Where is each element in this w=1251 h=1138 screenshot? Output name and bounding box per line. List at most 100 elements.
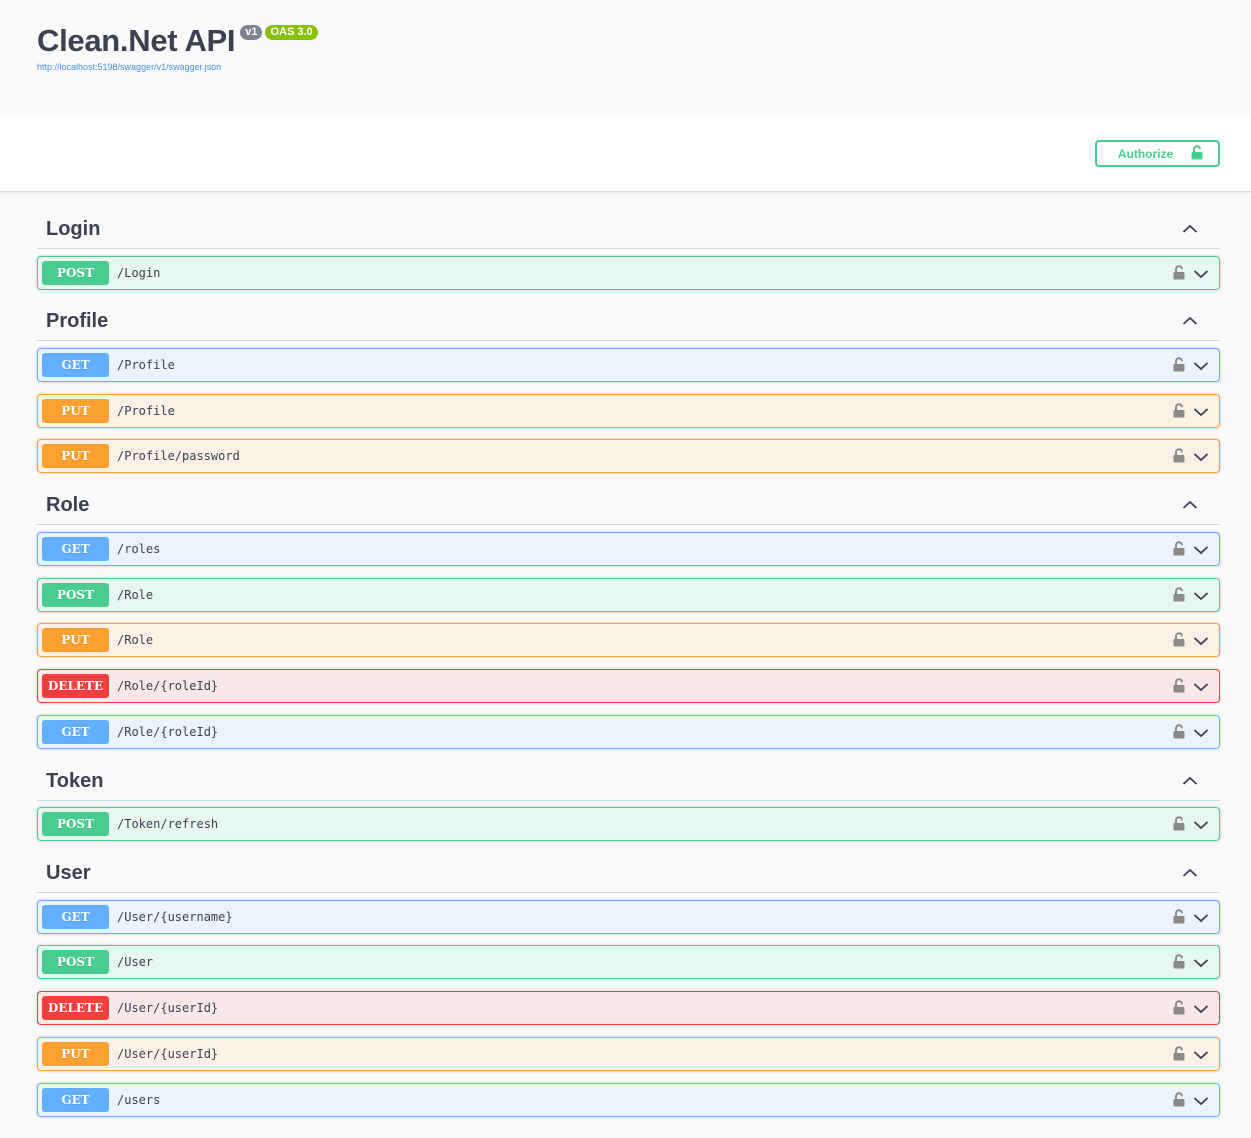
- method-badge: DELETE: [42, 674, 109, 698]
- chevron-down-icon[interactable]: [1193, 1048, 1209, 1060]
- operation-path: /Token/refresh: [117, 817, 219, 831]
- chevron-down-icon[interactable]: [1193, 450, 1209, 462]
- operation-put[interactable]: PUT/Profile/password: [37, 439, 1220, 473]
- tag-section-user[interactable]: User: [37, 855, 1220, 893]
- tag-title: Login: [46, 218, 101, 240]
- authorize-label: Authorize: [1117, 146, 1174, 161]
- tag-section-token[interactable]: Token: [37, 763, 1220, 801]
- operation-path: /Profile: [117, 404, 175, 418]
- method-badge: POST: [42, 812, 109, 836]
- tag-title: User: [46, 862, 91, 884]
- method-badge: POST: [42, 261, 109, 285]
- chevron-up-icon[interactable]: [1182, 774, 1198, 786]
- tag-section-profile[interactable]: Profile: [37, 303, 1220, 341]
- method-badge: DELETE: [42, 996, 109, 1020]
- lock-icon[interactable]: [1173, 1046, 1185, 1061]
- operation-path: /Role/{roleId}: [117, 679, 219, 693]
- operation-delete[interactable]: DELETE/Role/{roleId}: [37, 669, 1220, 703]
- chevron-up-icon[interactable]: [1182, 866, 1198, 878]
- operation-path: /User: [117, 955, 154, 969]
- lock-icon[interactable]: [1173, 632, 1185, 647]
- chevron-down-icon[interactable]: [1193, 1094, 1209, 1106]
- chevron-up-icon[interactable]: [1182, 314, 1198, 326]
- tag-section-role[interactable]: Role: [37, 487, 1220, 525]
- lock-icon[interactable]: [1173, 265, 1185, 280]
- operation-path: /roles: [117, 542, 161, 556]
- lock-icon[interactable]: [1173, 678, 1185, 693]
- lock-icon[interactable]: [1173, 724, 1185, 739]
- chevron-up-icon[interactable]: [1182, 498, 1198, 510]
- operation-path: /Role: [117, 633, 154, 647]
- version-badge: v1: [240, 25, 263, 40]
- tag-title: Profile: [46, 310, 109, 332]
- lock-icon[interactable]: [1173, 909, 1185, 924]
- method-badge: POST: [42, 950, 109, 974]
- lock-icon[interactable]: [1173, 1000, 1185, 1015]
- operation-path: /Profile/password: [117, 449, 240, 463]
- chevron-down-icon[interactable]: [1193, 1002, 1209, 1014]
- operation-delete[interactable]: DELETE/User/{userId}: [37, 991, 1220, 1025]
- method-badge: PUT: [42, 399, 109, 423]
- chevron-down-icon[interactable]: [1193, 726, 1209, 738]
- operation-get[interactable]: GET/roles: [37, 532, 1220, 566]
- method-badge: PUT: [42, 628, 109, 652]
- method-badge: PUT: [42, 1042, 109, 1066]
- operation-post[interactable]: POST/User: [37, 945, 1220, 979]
- chevron-down-icon[interactable]: [1193, 680, 1209, 692]
- operation-get[interactable]: GET/User/{username}: [37, 900, 1220, 934]
- chevron-down-icon[interactable]: [1193, 911, 1209, 923]
- lock-icon[interactable]: [1173, 587, 1185, 602]
- unlock-icon: [1191, 144, 1203, 163]
- operation-get[interactable]: GET/Profile: [37, 348, 1220, 382]
- chevron-up-icon[interactable]: [1182, 222, 1198, 234]
- operation-post[interactable]: POST/Token/refresh: [37, 807, 1220, 841]
- operation-path: /Role/{roleId}: [117, 725, 219, 739]
- operation-put[interactable]: PUT/Profile: [37, 394, 1220, 428]
- operation-path: /User/{userId}: [117, 1047, 219, 1061]
- method-badge: GET: [42, 720, 109, 744]
- operation-get[interactable]: GET/Role/{roleId}: [37, 715, 1220, 749]
- chevron-down-icon[interactable]: [1193, 956, 1209, 968]
- chevron-down-icon[interactable]: [1193, 634, 1209, 646]
- scheme-container: Authorize: [0, 115, 1251, 192]
- chevron-down-icon[interactable]: [1193, 818, 1209, 830]
- lock-icon[interactable]: [1173, 357, 1185, 372]
- lock-icon[interactable]: [1173, 816, 1185, 831]
- lock-icon[interactable]: [1173, 541, 1185, 556]
- chevron-down-icon[interactable]: [1193, 405, 1209, 417]
- lock-icon[interactable]: [1173, 403, 1185, 418]
- method-badge: GET: [42, 1088, 109, 1112]
- page-title: Clean.Net API: [37, 23, 236, 58]
- lock-icon[interactable]: [1173, 954, 1185, 969]
- operation-path: /Profile: [117, 358, 175, 372]
- operation-path: /users: [117, 1093, 161, 1107]
- operation-path: /Role: [117, 588, 154, 602]
- lock-icon[interactable]: [1173, 1092, 1185, 1107]
- operation-path: /User/{userId}: [117, 1001, 219, 1015]
- operation-put[interactable]: PUT/Role: [37, 623, 1220, 657]
- chevron-down-icon[interactable]: [1193, 589, 1209, 601]
- api-info-header: Clean.Net API v1 OAS 3.0 http://localhos…: [0, 0, 1251, 115]
- method-badge: GET: [42, 905, 109, 929]
- method-badge: POST: [42, 583, 109, 607]
- lock-icon[interactable]: [1173, 448, 1185, 463]
- method-badge: GET: [42, 537, 109, 561]
- oas-badge: OAS 3.0: [265, 25, 318, 40]
- tag-section-login[interactable]: Login: [37, 211, 1220, 249]
- tag-title: Role: [46, 494, 90, 516]
- spec-url-link[interactable]: http://localhost:5198/swagger/v1/swagger…: [37, 62, 222, 72]
- operation-post[interactable]: POST/Role: [37, 578, 1220, 612]
- operation-post[interactable]: POST/Login: [37, 256, 1220, 290]
- method-badge: PUT: [42, 444, 109, 468]
- chevron-down-icon[interactable]: [1193, 359, 1209, 371]
- operation-path: /Login: [117, 266, 161, 280]
- title-row: Clean.Net API v1 OAS 3.0: [37, 22, 318, 60]
- method-badge: GET: [42, 353, 109, 377]
- operation-put[interactable]: PUT/User/{userId}: [37, 1037, 1220, 1071]
- operation-path: /User/{username}: [117, 910, 233, 924]
- authorize-button[interactable]: Authorize: [1095, 140, 1220, 167]
- chevron-down-icon[interactable]: [1193, 267, 1209, 279]
- tag-title: Token: [46, 770, 104, 792]
- chevron-down-icon[interactable]: [1193, 543, 1209, 555]
- operation-get[interactable]: GET/users: [37, 1083, 1220, 1117]
